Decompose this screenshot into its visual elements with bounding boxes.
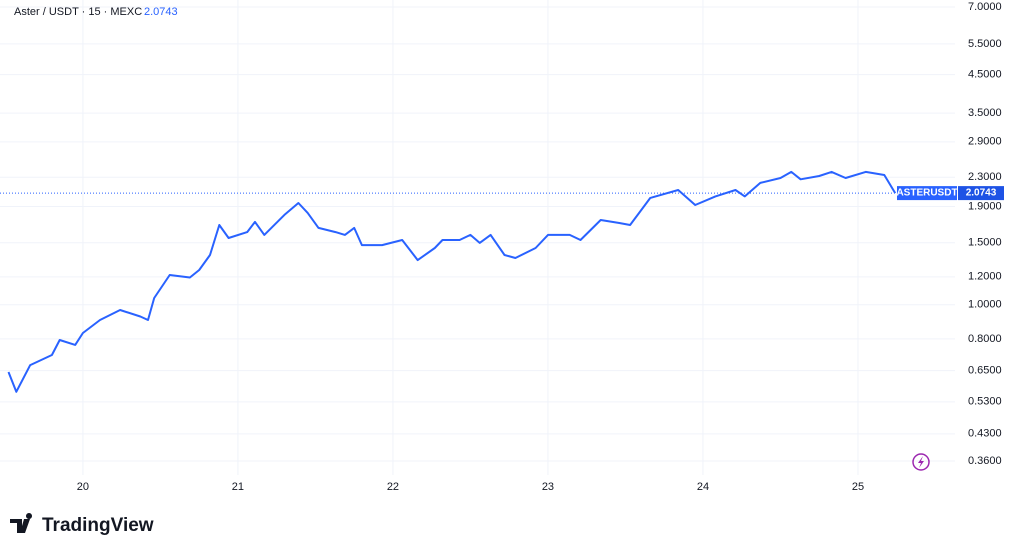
y-tick-label: 1.2000	[968, 271, 1002, 283]
brand: TradingView	[42, 515, 154, 536]
y-tick-label: 7.0000	[968, 1, 1002, 13]
y-tick-label: 0.4300	[968, 428, 1002, 440]
y-tick-label: 0.5300	[968, 396, 1002, 408]
x-tick-label: 25	[852, 481, 864, 493]
y-tick-label: 1.5000	[968, 237, 1002, 249]
x-tick-label: 22	[387, 481, 399, 493]
y-tick-label: 0.8000	[968, 333, 1002, 345]
price-line	[7, 170, 897, 393]
grid	[0, 0, 955, 475]
y-tick-label: 5.5000	[968, 38, 1002, 50]
plot	[0, 170, 955, 393]
symbol-label: ASTERUSDT	[896, 188, 957, 199]
chart-title: Aster / USDT · 15 · MEXC	[14, 6, 142, 18]
header-price: 2.0743	[144, 6, 178, 18]
y-tick-label: 0.3600	[968, 455, 1002, 467]
y-tick-label: 1.9000	[968, 200, 1002, 212]
x-tick-label: 21	[232, 481, 244, 493]
price-label-bg	[958, 186, 1004, 201]
y-tick-label: 3.5000	[968, 107, 1002, 119]
x-tick-label: 23	[542, 481, 554, 493]
symbol-label-bg	[897, 186, 957, 201]
y-tick-label: 0.6500	[968, 365, 1002, 377]
logo: TradingView	[10, 513, 154, 536]
lightning-icon	[912, 453, 930, 471]
y-tick-label: 4.5000	[968, 69, 1002, 81]
y-tick-label: 2.3000	[968, 171, 1002, 183]
price-label: 2.0743	[966, 188, 997, 199]
y-tick-label: 1.0000	[968, 299, 1002, 311]
x-tick-label: 24	[697, 481, 709, 493]
y-tick-label: 2.9000	[968, 136, 1002, 148]
x-tick-label: 20	[77, 481, 89, 493]
